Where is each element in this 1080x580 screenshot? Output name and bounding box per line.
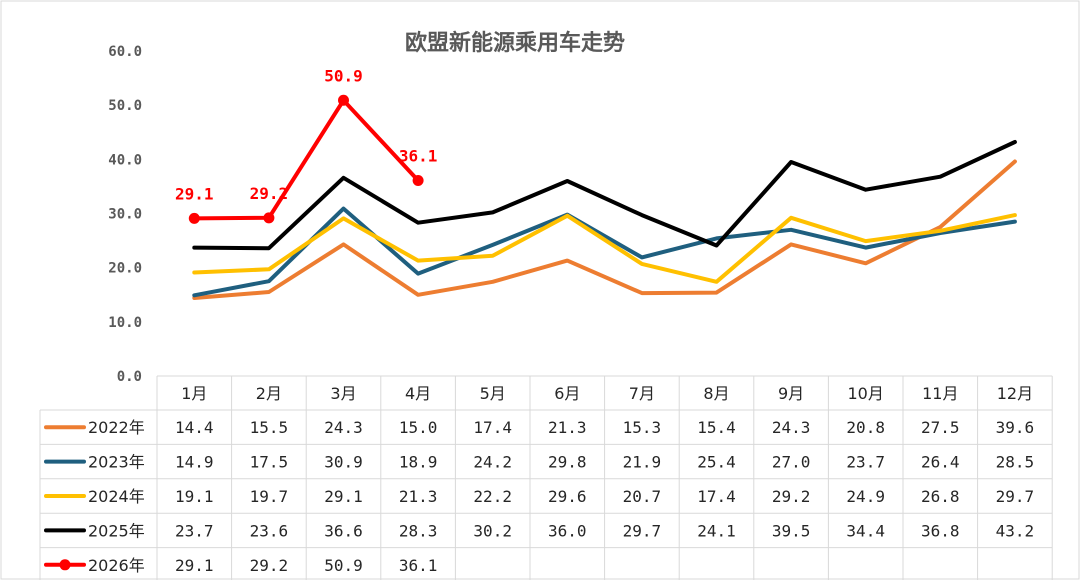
- table-cell-value: 30.2: [473, 521, 512, 540]
- series-line: [192, 98, 421, 221]
- y-tick-label: 10.0: [108, 315, 142, 331]
- table-cell-value: 29.1: [324, 487, 363, 506]
- x-category-label: 8月: [703, 384, 729, 403]
- table-cell-value: 24.9: [846, 487, 885, 506]
- series-line: [192, 140, 1017, 251]
- table-cell-value: 25.4: [697, 453, 736, 472]
- table-cell-value: 28.5: [996, 453, 1035, 472]
- table-cell-value: 17.4: [697, 487, 736, 506]
- table-cell-value: 30.9: [324, 453, 363, 472]
- x-category-label: 11月: [922, 384, 958, 403]
- table-cell-value: 18.9: [399, 453, 438, 472]
- series-point: [188, 212, 200, 224]
- legend-series-name: 2022年: [88, 418, 145, 437]
- table-cell-value: 17.4: [473, 418, 512, 437]
- x-category-label: 12月: [997, 384, 1033, 403]
- series-line: [192, 159, 1017, 300]
- series-line: [192, 206, 1017, 298]
- table-cell-value: 29.2: [772, 487, 811, 506]
- data-label: 50.9: [324, 66, 363, 85]
- table-cell-value: 26.8: [921, 487, 960, 506]
- table-cell-value: 23.6: [250, 521, 289, 540]
- table-cell-value: 39.5: [772, 521, 811, 540]
- x-category-label: 5月: [480, 384, 506, 403]
- y-tick-label: 40.0: [108, 152, 142, 168]
- y-tick-label: 50.0: [108, 98, 142, 114]
- table-cell-value: 20.8: [846, 418, 885, 437]
- table-cell-value: 15.0: [399, 418, 438, 437]
- legend-series-name: 2025年: [88, 521, 145, 540]
- table-cell-value: 28.3: [399, 521, 438, 540]
- table-cell-value: 29.8: [548, 453, 587, 472]
- data-label: 29.2: [250, 184, 289, 203]
- y-tick-label: 0.0: [117, 369, 142, 385]
- data-table: 1月 2月 3月 4月 5月 6月 7月 8月 9月 10月 11月 12月 2022年 14.4 15.5…: [39, 375, 1053, 580]
- table-cell-value: 14.9: [175, 453, 214, 472]
- table-cell-value: 19.1: [175, 487, 214, 506]
- table-cell-value: 36.6: [324, 521, 363, 540]
- table-cell-value: 15.4: [697, 418, 736, 437]
- table-cell-value: 36.0: [548, 521, 587, 540]
- table-cell-value: 26.4: [921, 453, 960, 472]
- legend-series-name: 2024年: [88, 487, 145, 506]
- y-axis: 0.0 10.0 20.0 30.0 40.0 50.0 60.0: [108, 44, 142, 385]
- data-label: 29.1: [175, 184, 214, 203]
- table-cell-value: 36.8: [921, 521, 960, 540]
- table-cell-value: 15.3: [623, 418, 662, 437]
- series-point: [412, 174, 424, 186]
- legend-key-marker: [59, 559, 71, 571]
- series-line: [192, 213, 1017, 284]
- x-category-label: 1月: [181, 384, 207, 403]
- x-category-label: 9月: [778, 384, 804, 403]
- y-tick-label: 20.0: [108, 261, 142, 277]
- table-cell-value: 15.5: [250, 418, 289, 437]
- table-cell-value: 29.6: [548, 487, 587, 506]
- x-category-label: 10月: [848, 384, 884, 403]
- table-cell-value: 29.7: [996, 487, 1035, 506]
- table-cell-value: 19.7: [250, 487, 289, 506]
- table-cell-value: 24.2: [473, 453, 512, 472]
- series-point: [338, 94, 349, 106]
- x-category-label: 4月: [405, 384, 431, 403]
- table-cell-value: 17.5: [250, 453, 289, 472]
- plot-area: 29.1 29.2 50.9 36.1: [175, 66, 1017, 300]
- x-category-label: 7月: [629, 384, 655, 403]
- table-cell-value: 27.0: [772, 453, 811, 472]
- legend-series-name: 2026年: [88, 556, 145, 575]
- y-tick-label: 30.0: [108, 207, 142, 223]
- table-cell-value: 21.9: [623, 453, 662, 472]
- table-cell-value: 29.1: [175, 556, 214, 575]
- table-cell-value: 20.7: [623, 487, 662, 506]
- table-cell-value: 34.4: [846, 521, 885, 540]
- table-cell-value: 24.3: [772, 418, 811, 437]
- table-cell-value: 29.2: [250, 556, 289, 575]
- table-cell-value: 24.3: [324, 418, 363, 437]
- table-cell-value: 23.7: [846, 453, 885, 472]
- chart-title: 欧盟新能源乘用车走势: [405, 30, 625, 56]
- table-cell-value: 36.1: [399, 556, 438, 575]
- table-cell-value: 14.4: [175, 418, 214, 437]
- legend-series-name: 2023年: [88, 453, 145, 472]
- series-point: [263, 212, 275, 224]
- table-cell-value: 29.7: [623, 521, 662, 540]
- table-cell-value: 22.2: [473, 487, 512, 506]
- y-tick-label: 60.0: [108, 44, 142, 60]
- table-cell-value: 21.3: [399, 487, 438, 506]
- table-cell-value: 27.5: [921, 418, 960, 437]
- table-cell-value: 24.1: [697, 521, 736, 540]
- table-cell-value: 23.7: [175, 521, 214, 540]
- table-cell-value: 39.6: [996, 418, 1035, 437]
- table-cell-value: 43.2: [996, 521, 1035, 540]
- x-category-label: 2月: [256, 384, 282, 403]
- table-cell-value: 50.9: [324, 556, 363, 575]
- x-category-label: 3月: [330, 384, 356, 403]
- data-label: 36.1: [399, 146, 438, 165]
- x-category-label: 6月: [554, 384, 580, 403]
- table-cell-value: 21.3: [548, 418, 587, 437]
